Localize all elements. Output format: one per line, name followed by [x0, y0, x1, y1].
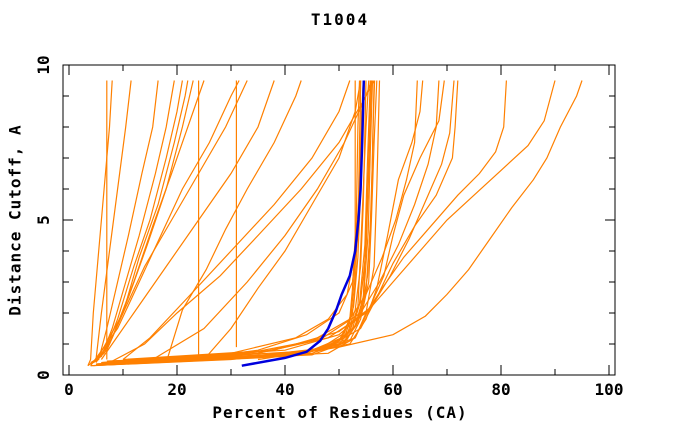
model-curve — [106, 80, 375, 364]
x-tick-label: 60 — [383, 380, 402, 399]
model-curve — [111, 80, 372, 362]
model-curve — [90, 80, 175, 364]
model-curve — [100, 80, 275, 360]
model-curve — [93, 80, 356, 367]
model-curve — [203, 80, 362, 360]
x-axis-title: Percent of Residues (CA) — [212, 403, 468, 422]
model-curve — [128, 80, 440, 361]
model-curve — [90, 80, 240, 367]
model-curve — [90, 80, 189, 365]
model-curve — [112, 80, 507, 362]
model-curve — [90, 80, 370, 367]
x-tick-label: 0 — [64, 380, 74, 399]
model-curve — [101, 80, 445, 364]
model-curve — [122, 80, 351, 360]
highlighted-model-curve — [241, 80, 366, 367]
y-tick-label: 10 — [34, 55, 53, 74]
model-curve — [257, 80, 583, 361]
y-axis-title: Distance Cutoff, A — [5, 124, 25, 316]
x-tick-label: 80 — [491, 380, 510, 399]
y-tick-label: 5 — [34, 215, 53, 225]
model-curve — [95, 80, 248, 362]
model-curve — [106, 80, 376, 362]
chart-title: T1004 — [310, 10, 370, 29]
model-curve — [122, 80, 556, 361]
model-curve — [95, 80, 205, 363]
x-tick-label: 40 — [275, 380, 294, 399]
x-tick-label: 20 — [167, 380, 186, 399]
model-curve — [117, 80, 418, 362]
model-curve — [87, 80, 113, 366]
model-curve — [95, 80, 378, 365]
x-tick-label: 100 — [595, 380, 624, 399]
model-curve — [92, 80, 194, 363]
model-curve — [106, 80, 459, 364]
model-curve — [165, 80, 302, 363]
y-tick-label: 0 — [34, 370, 53, 380]
model-curve — [139, 80, 455, 361]
